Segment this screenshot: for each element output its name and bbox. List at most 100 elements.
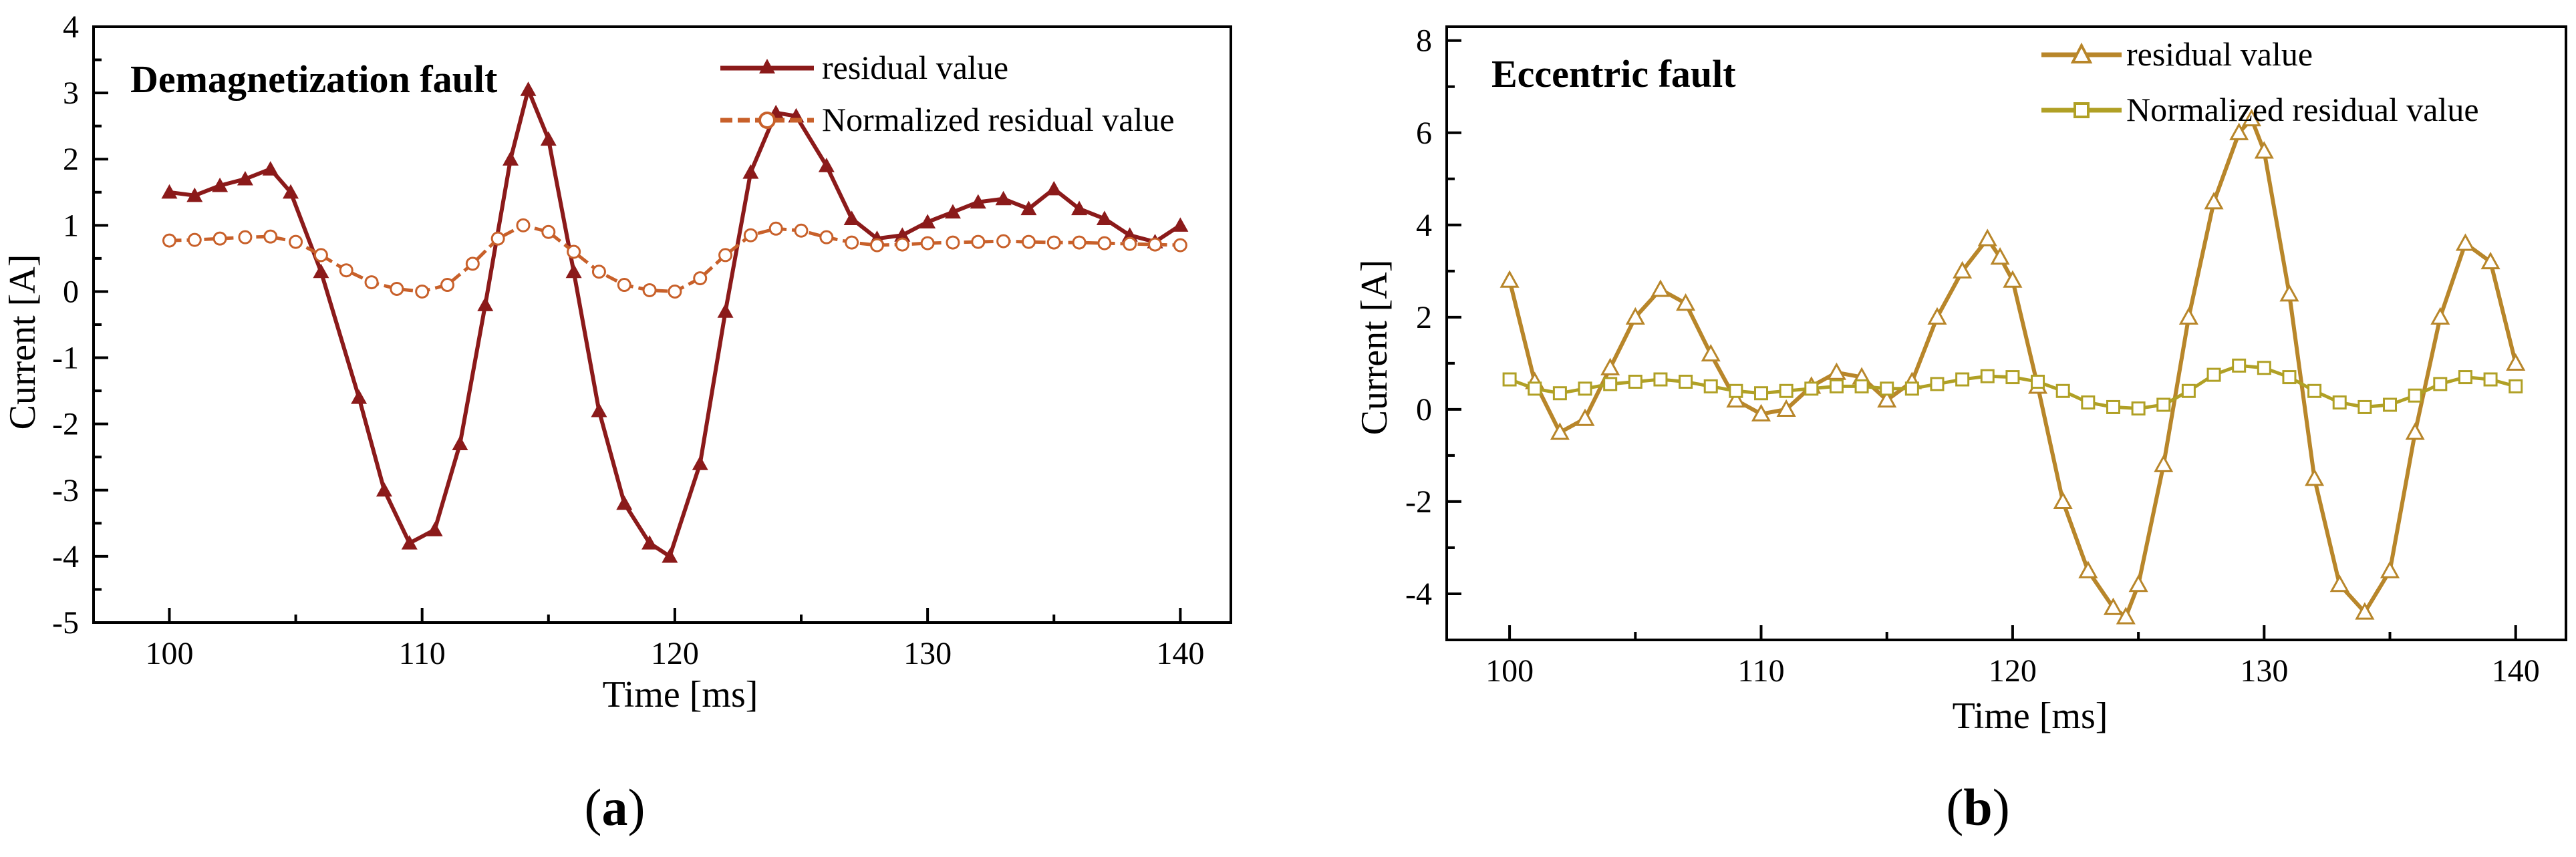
panel-a-letter: a (602, 778, 628, 836)
data-point-b-normalized (2257, 361, 2271, 375)
data-point-b-normalized (1955, 372, 1970, 387)
data-point-a-normalized (313, 248, 328, 263)
data-point-b-residual (1575, 408, 1595, 426)
legend-a-marker-residual (759, 59, 775, 73)
data-point-a-residual (894, 227, 911, 242)
data-point-a-normalized (693, 271, 708, 286)
data-point-a-normalized (642, 283, 657, 297)
data-point-a-normalized (946, 235, 960, 250)
data-point-a-residual (161, 184, 178, 199)
data-point-b-normalized (1552, 386, 1567, 401)
data-point-a-normalized (415, 284, 430, 299)
plot-b-series (1499, 108, 2526, 625)
data-point-a-normalized (516, 218, 531, 232)
data-point-a-normalized (895, 237, 909, 252)
data-point-a-normalized (996, 234, 1011, 248)
data-point-b-normalized (1980, 369, 1995, 383)
plot-b-grid-and-axes: 100 110 120 130 140 -4 -2 0 2 4 6 8 (1405, 23, 2567, 689)
data-point-a-normalized (567, 244, 581, 259)
data-point-a-normalized (541, 224, 556, 239)
data-point-b-normalized (1829, 379, 1844, 393)
data-point-a-normalized (971, 234, 986, 249)
data-point-b-residual (2430, 307, 2450, 325)
x-tick-label-a-110: 110 (399, 636, 446, 671)
data-point-b-normalized (1653, 372, 1668, 387)
data-point-b-residual (2154, 454, 2174, 472)
data-point-a-residual (944, 204, 961, 219)
data-point-a-normalized (212, 231, 227, 246)
data-point-a-normalized (238, 230, 253, 244)
y-tick-label-a-1: 1 (63, 208, 79, 243)
chart-b-title: Eccentric fault (1491, 52, 1736, 96)
data-point-a-normalized (1123, 236, 1137, 251)
data-point-a-normalized (920, 236, 935, 250)
data-point-a-normalized (390, 281, 404, 296)
data-point-a-residual (919, 214, 936, 228)
data-point-a-residual (313, 263, 329, 279)
data-point-a-residual (995, 190, 1012, 206)
y-tick-label-a-0: 0 (63, 274, 79, 309)
x-tick-label-a-140: 140 (1156, 636, 1204, 671)
chart-b-legend: residual value Normalized residual value (2041, 35, 2479, 128)
data-point-b-residual (2455, 233, 2475, 251)
series-line-b-residual (1508, 117, 2518, 619)
data-point-a-residual (212, 177, 229, 192)
data-point-b-normalized (1603, 377, 1618, 391)
data-point-b-residual (2305, 468, 2325, 486)
data-point-a-normalized (440, 278, 455, 293)
data-point-b-residual (1953, 261, 1973, 279)
data-point-b-normalized (2408, 388, 2422, 403)
data-point-a-normalized (743, 228, 758, 242)
data-point-b-normalized (2181, 383, 2196, 398)
data-point-a-residual (401, 535, 418, 550)
data-point-b-normalized (2383, 397, 2398, 412)
data-point-b-residual (2241, 108, 2262, 127)
data-point-b-normalized (2055, 383, 2070, 398)
data-point-a-residual (262, 161, 279, 176)
data-point-b-residual (1877, 389, 1897, 408)
data-point-a-residual (662, 548, 678, 563)
data-point-b-normalized (1904, 381, 1919, 396)
data-point-b-normalized (2282, 370, 2297, 385)
data-point-a-normalized (1097, 236, 1112, 250)
x-tick-label-a-100: 100 (145, 636, 193, 671)
data-point-b-residual (1726, 389, 1746, 408)
data-point-b-residual (2116, 607, 2136, 625)
data-point-a-normalized (768, 221, 783, 236)
data-point-b-normalized (2307, 383, 2322, 398)
chart-panel-b: 100 110 120 130 140 -4 -2 0 2 4 6 8 Eccentric fault… (1354, 23, 2567, 836)
data-point-b-residual (2254, 141, 2274, 159)
data-point-b-normalized (2131, 401, 2146, 416)
legend-b-label-normalized: Normalized residual value (2126, 91, 2479, 128)
data-point-b-residual (2204, 192, 2224, 210)
data-point-a-residual (283, 184, 299, 199)
data-point-a-residual (540, 131, 557, 146)
data-point-a-residual (452, 436, 468, 450)
data-point-b-residual (2506, 353, 2526, 371)
data-point-b-residual (1676, 293, 1696, 311)
panel-a-label: (a) (585, 778, 646, 836)
data-point-b-normalized (1880, 381, 1894, 396)
series-line-a-residual (169, 88, 1182, 558)
data-point-a-residual (503, 151, 519, 166)
data-point-b-residual (2178, 307, 2198, 325)
y-tick-label-a-4: 4 (63, 9, 79, 45)
data-point-b-normalized (1679, 374, 1693, 389)
data-point-b-residual (1651, 279, 1671, 297)
data-point-a-residual (376, 482, 392, 497)
data-point-a-residual (186, 187, 203, 202)
x-tick-label-b-100: 100 (1485, 653, 1534, 689)
data-point-b-residual (1701, 343, 1721, 362)
data-point-b-residual (2480, 251, 2500, 270)
plot-frame-b (1445, 25, 2567, 641)
y-tick-label-b--4: -4 (1405, 576, 1432, 612)
data-point-b-normalized (1754, 386, 1769, 401)
data-point-a-normalized (617, 278, 631, 293)
data-point-b-normalized (2106, 399, 2120, 414)
data-point-b-normalized (1930, 377, 1945, 391)
data-point-b-residual (2380, 560, 2400, 578)
y-tick-label-b-0: 0 (1416, 392, 1432, 427)
data-point-b-residual (2405, 422, 2425, 440)
data-point-b-residual (2128, 574, 2148, 592)
data-point-b-normalized (1703, 379, 1718, 393)
